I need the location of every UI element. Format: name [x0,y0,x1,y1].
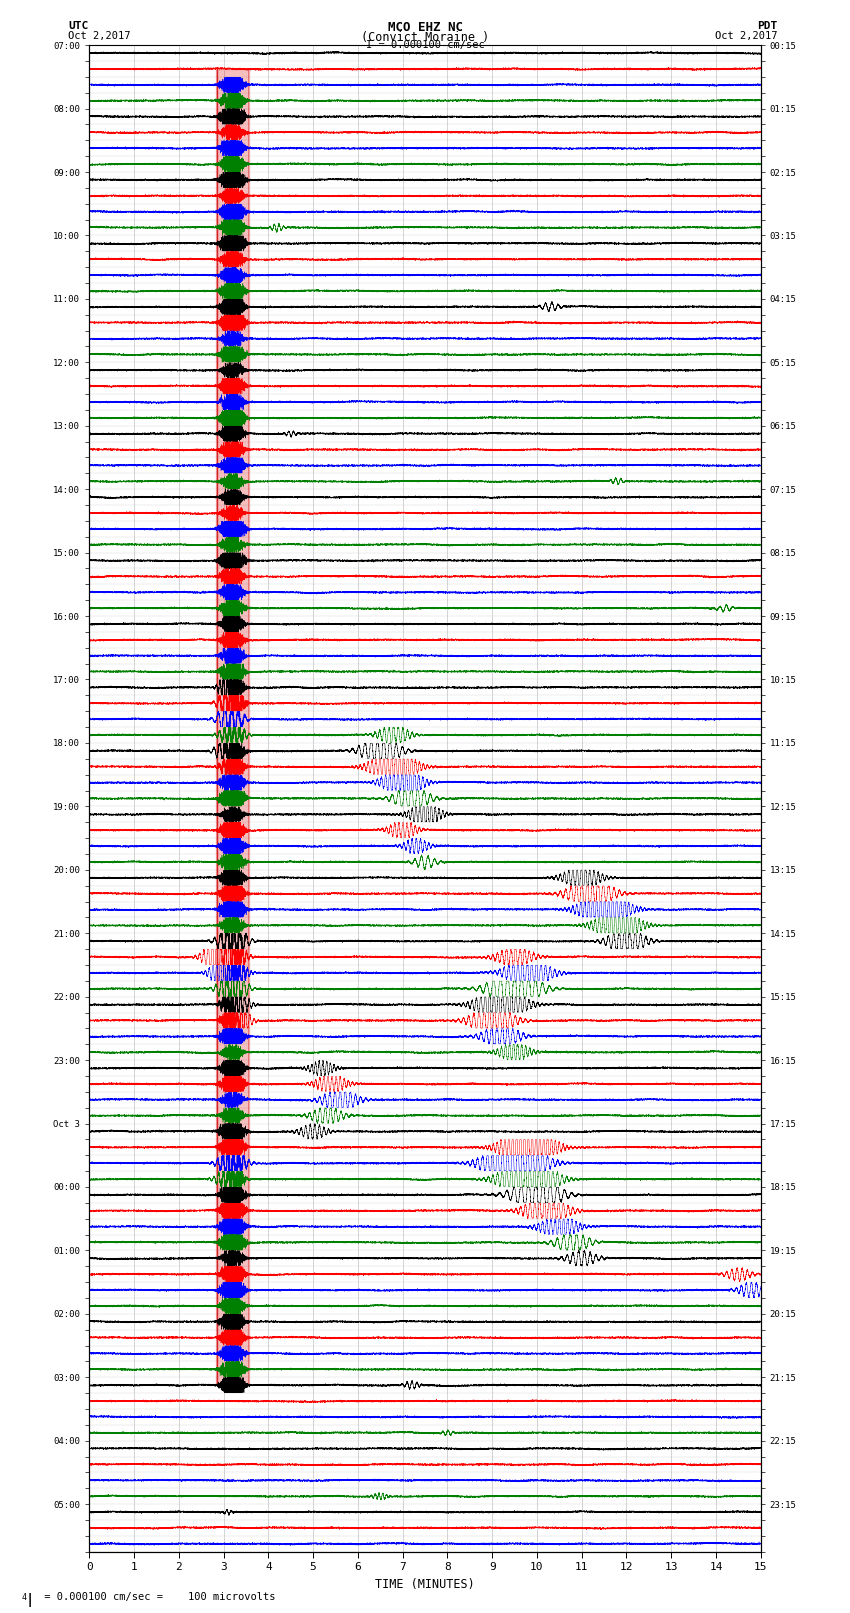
Text: Oct 2,2017: Oct 2,2017 [715,31,778,40]
X-axis label: TIME (MINUTES): TIME (MINUTES) [375,1578,475,1590]
Text: PDT: PDT [757,21,778,31]
Text: MCO EHZ NC: MCO EHZ NC [388,21,462,34]
Text: (Convict Moraine ): (Convict Moraine ) [361,31,489,44]
Text: I = 0.000100 cm/sec: I = 0.000100 cm/sec [366,40,484,50]
Text: |: | [26,1592,34,1607]
Text: Oct 2,2017: Oct 2,2017 [68,31,131,40]
Text: = 0.000100 cm/sec =    100 microvolts: = 0.000100 cm/sec = 100 microvolts [38,1592,275,1602]
Text: 4: 4 [21,1592,26,1602]
Text: UTC: UTC [68,21,88,31]
